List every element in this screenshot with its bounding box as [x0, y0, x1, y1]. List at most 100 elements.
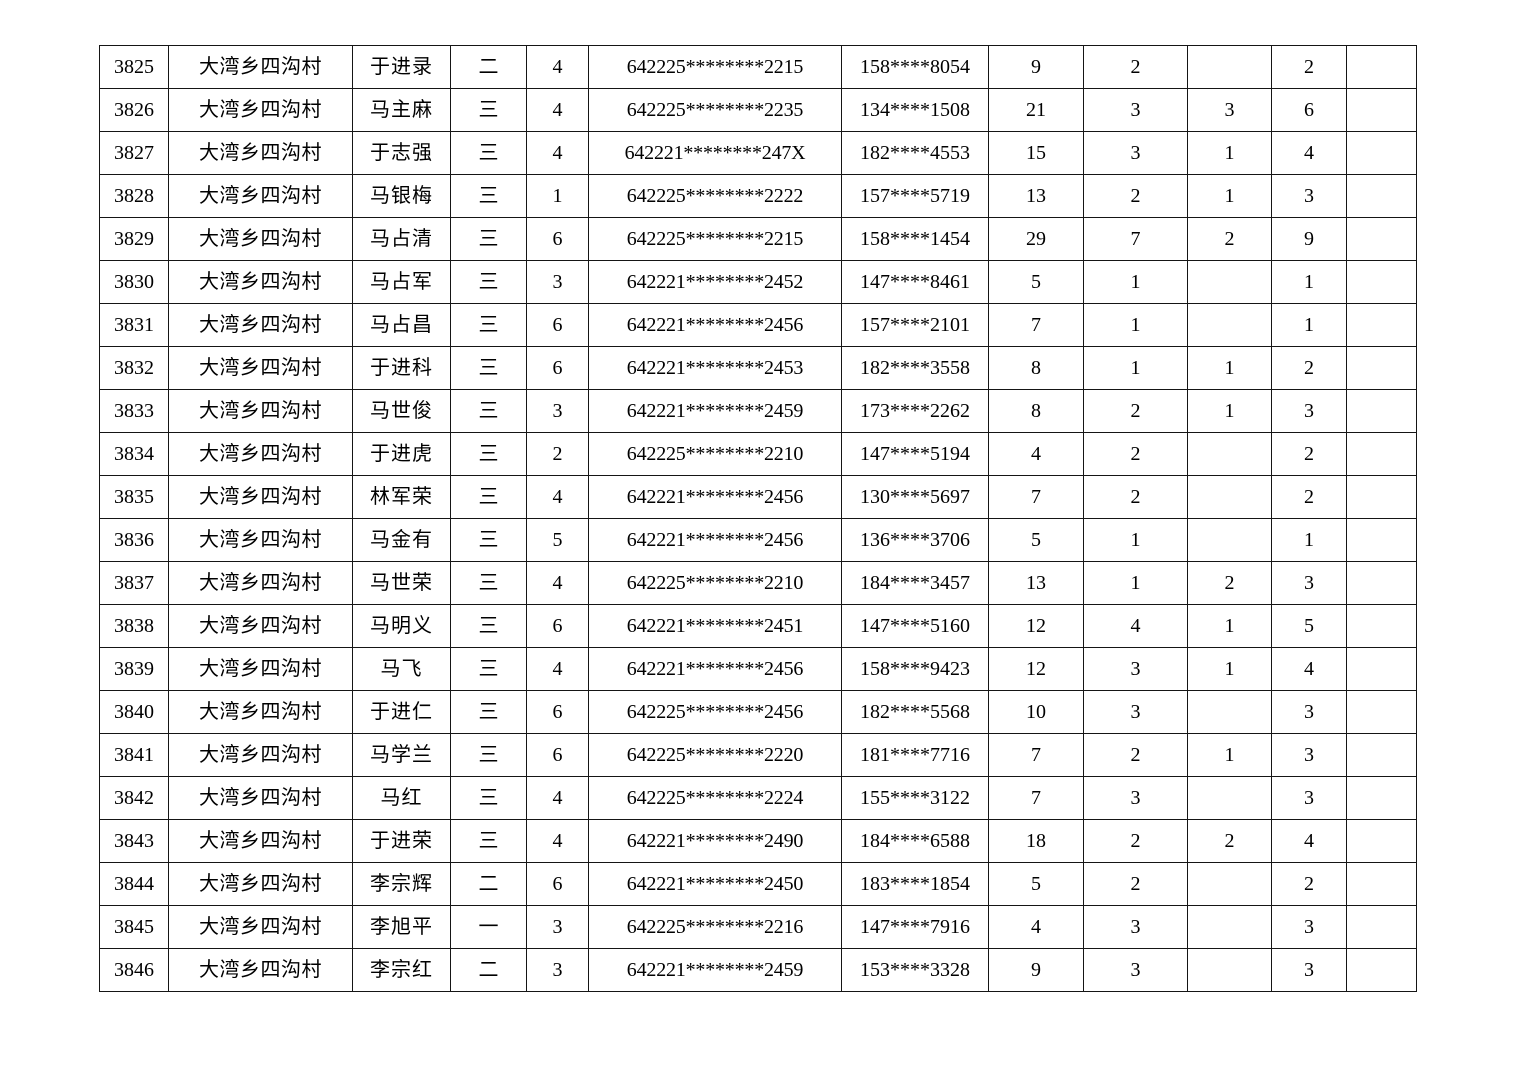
table-row: 3842 大湾乡四沟村 马红三 4 642225********2224 155****3…	[99, 776, 1417, 820]
cell-count-a: 6	[526, 346, 589, 390]
cell-id-number: 642221********2450	[588, 862, 842, 906]
cell-remarks	[1346, 561, 1417, 605]
table-row: 3834 大湾乡四沟村 于进虎三 2 642225********2210 147****…	[99, 432, 1417, 476]
cell-remarks	[1346, 647, 1417, 691]
cell-count-c: 1	[1083, 518, 1188, 562]
cell-count-b: 9	[988, 948, 1084, 992]
cell-person-name: 李旭平	[352, 905, 451, 949]
cell-remarks	[1346, 432, 1417, 476]
cell-phone-number: 184****6588	[841, 819, 989, 863]
cell-remarks	[1346, 45, 1417, 89]
cell-count-b: 13	[988, 174, 1084, 218]
cell-person-name: 马金有	[352, 518, 451, 562]
cell-count-e: 5	[1271, 604, 1347, 648]
cell-count-a: 2	[526, 432, 589, 476]
cell-sequence-number: 3842	[99, 776, 169, 820]
cell-count-a: 4	[526, 45, 589, 89]
cell-village: 大湾乡四沟村	[168, 561, 353, 605]
cell-grade-level: 二	[450, 862, 527, 906]
cell-count-b: 7	[988, 303, 1084, 347]
cell-count-a: 6	[526, 604, 589, 648]
cell-phone-number: 182****4553	[841, 131, 989, 175]
cell-count-e: 4	[1271, 647, 1347, 691]
cell-count-e: 2	[1271, 346, 1347, 390]
cell-id-number: 642221********2456	[588, 518, 842, 562]
cell-village: 大湾乡四沟村	[168, 88, 353, 132]
cell-count-d: 1	[1187, 647, 1272, 691]
cell-village: 大湾乡四沟村	[168, 776, 353, 820]
cell-phone-number: 158****1454	[841, 217, 989, 261]
cell-id-number: 642225********2222	[588, 174, 842, 218]
cell-grade-level: 三	[450, 217, 527, 261]
cell-sequence-number: 3840	[99, 690, 169, 734]
cell-grade-level: 三	[450, 518, 527, 562]
cell-grade-level: 三	[450, 647, 527, 691]
cell-sequence-number: 3829	[99, 217, 169, 261]
cell-village: 大湾乡四沟村	[168, 604, 353, 648]
cell-grade-level: 一	[450, 905, 527, 949]
cell-count-c: 2	[1083, 389, 1188, 433]
cell-count-e: 4	[1271, 819, 1347, 863]
cell-sequence-number: 3832	[99, 346, 169, 390]
cell-phone-number: 157****2101	[841, 303, 989, 347]
table-row: 3832 大湾乡四沟村 于进科三 6 642221********2453 182****…	[99, 346, 1417, 390]
cell-count-d: 1	[1187, 174, 1272, 218]
cell-id-number: 642225********2220	[588, 733, 842, 777]
table-row: 3833 大湾乡四沟村 马世俊三 3 642221********2459 173****…	[99, 389, 1417, 433]
cell-grade-level: 二	[450, 948, 527, 992]
cell-count-d	[1187, 905, 1272, 949]
cell-village: 大湾乡四沟村	[168, 905, 353, 949]
cell-grade-level: 三	[450, 776, 527, 820]
cell-person-name: 马占军	[352, 260, 451, 304]
cell-village: 大湾乡四沟村	[168, 45, 353, 89]
cell-count-c: 3	[1083, 948, 1188, 992]
cell-count-e: 3	[1271, 561, 1347, 605]
table-row: 3829 大湾乡四沟村 马占清三 6 642225********2215 158****…	[99, 217, 1417, 261]
cell-phone-number: 134****1508	[841, 88, 989, 132]
cell-count-d: 1	[1187, 131, 1272, 175]
cell-sequence-number: 3836	[99, 518, 169, 562]
cell-grade-level: 三	[450, 561, 527, 605]
cell-phone-number: 182****3558	[841, 346, 989, 390]
cell-village: 大湾乡四沟村	[168, 303, 353, 347]
cell-sequence-number: 3833	[99, 389, 169, 433]
table-row: 3841 大湾乡四沟村 马学兰三 6 642225********2220 181****…	[99, 733, 1417, 777]
cell-remarks	[1346, 948, 1417, 992]
cell-count-a: 4	[526, 475, 589, 519]
cell-id-number: 642225********2215	[588, 45, 842, 89]
cell-count-a: 3	[526, 389, 589, 433]
table-row: 3831 大湾乡四沟村 马占昌三 6 642221********2456 157****…	[99, 303, 1417, 347]
cell-count-c: 2	[1083, 819, 1188, 863]
cell-phone-number: 147****5194	[841, 432, 989, 476]
table-row: 3835 大湾乡四沟村 林军荣三 4 642221********2456 130****…	[99, 475, 1417, 519]
cell-remarks	[1346, 303, 1417, 347]
cell-sequence-number: 3837	[99, 561, 169, 605]
cell-count-a: 3	[526, 948, 589, 992]
cell-person-name: 于进科	[352, 346, 451, 390]
cell-grade-level: 三	[450, 346, 527, 390]
cell-person-name: 马主麻	[352, 88, 451, 132]
cell-id-number: 642225********2215	[588, 217, 842, 261]
cell-sequence-number: 3844	[99, 862, 169, 906]
table-row: 3844 大湾乡四沟村 李宗辉二 6 642221********2450 183****…	[99, 862, 1417, 906]
cell-phone-number: 173****2262	[841, 389, 989, 433]
cell-count-a: 3	[526, 260, 589, 304]
cell-remarks	[1346, 604, 1417, 648]
cell-count-a: 4	[526, 819, 589, 863]
cell-count-c: 2	[1083, 174, 1188, 218]
cell-village: 大湾乡四沟村	[168, 862, 353, 906]
cell-remarks	[1346, 819, 1417, 863]
cell-phone-number: 184****3457	[841, 561, 989, 605]
cell-village: 大湾乡四沟村	[168, 690, 353, 734]
cell-count-b: 13	[988, 561, 1084, 605]
cell-count-e: 3	[1271, 948, 1347, 992]
cell-count-c: 2	[1083, 733, 1188, 777]
cell-count-b: 7	[988, 776, 1084, 820]
cell-phone-number: 158****8054	[841, 45, 989, 89]
table-row: 3846 大湾乡四沟村 李宗红二 3 642221********2459 153****…	[99, 948, 1417, 992]
cell-count-c: 7	[1083, 217, 1188, 261]
cell-count-c: 4	[1083, 604, 1188, 648]
cell-count-c: 3	[1083, 88, 1188, 132]
cell-count-a: 4	[526, 88, 589, 132]
